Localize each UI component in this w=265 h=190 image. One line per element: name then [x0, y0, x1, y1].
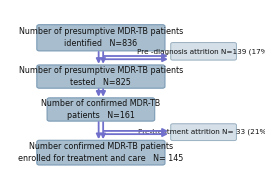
FancyBboxPatch shape	[37, 140, 165, 165]
Text: Number confirmed MDR-TB patients
enrolled for treatment and care   N= 145: Number confirmed MDR-TB patients enrolle…	[18, 142, 184, 163]
Text: Number of presumptive MDR-TB patients
tested   N=825: Number of presumptive MDR-TB patients te…	[19, 66, 183, 87]
FancyBboxPatch shape	[37, 25, 165, 51]
Text: Number of confirmed MDR-TB
patients   N=161: Number of confirmed MDR-TB patients N=16…	[41, 99, 161, 120]
Text: Pre-treatment attrition N= 33 (21%): Pre-treatment attrition N= 33 (21%)	[138, 129, 265, 135]
Text: Number of presumptive MDR-TB patients
identified   N=836: Number of presumptive MDR-TB patients id…	[19, 27, 183, 48]
FancyBboxPatch shape	[47, 98, 155, 121]
FancyBboxPatch shape	[37, 65, 165, 88]
FancyBboxPatch shape	[171, 43, 236, 60]
FancyBboxPatch shape	[171, 124, 236, 141]
Text: Pre -diagnosis attrition N=139 (17%): Pre -diagnosis attrition N=139 (17%)	[137, 48, 265, 55]
